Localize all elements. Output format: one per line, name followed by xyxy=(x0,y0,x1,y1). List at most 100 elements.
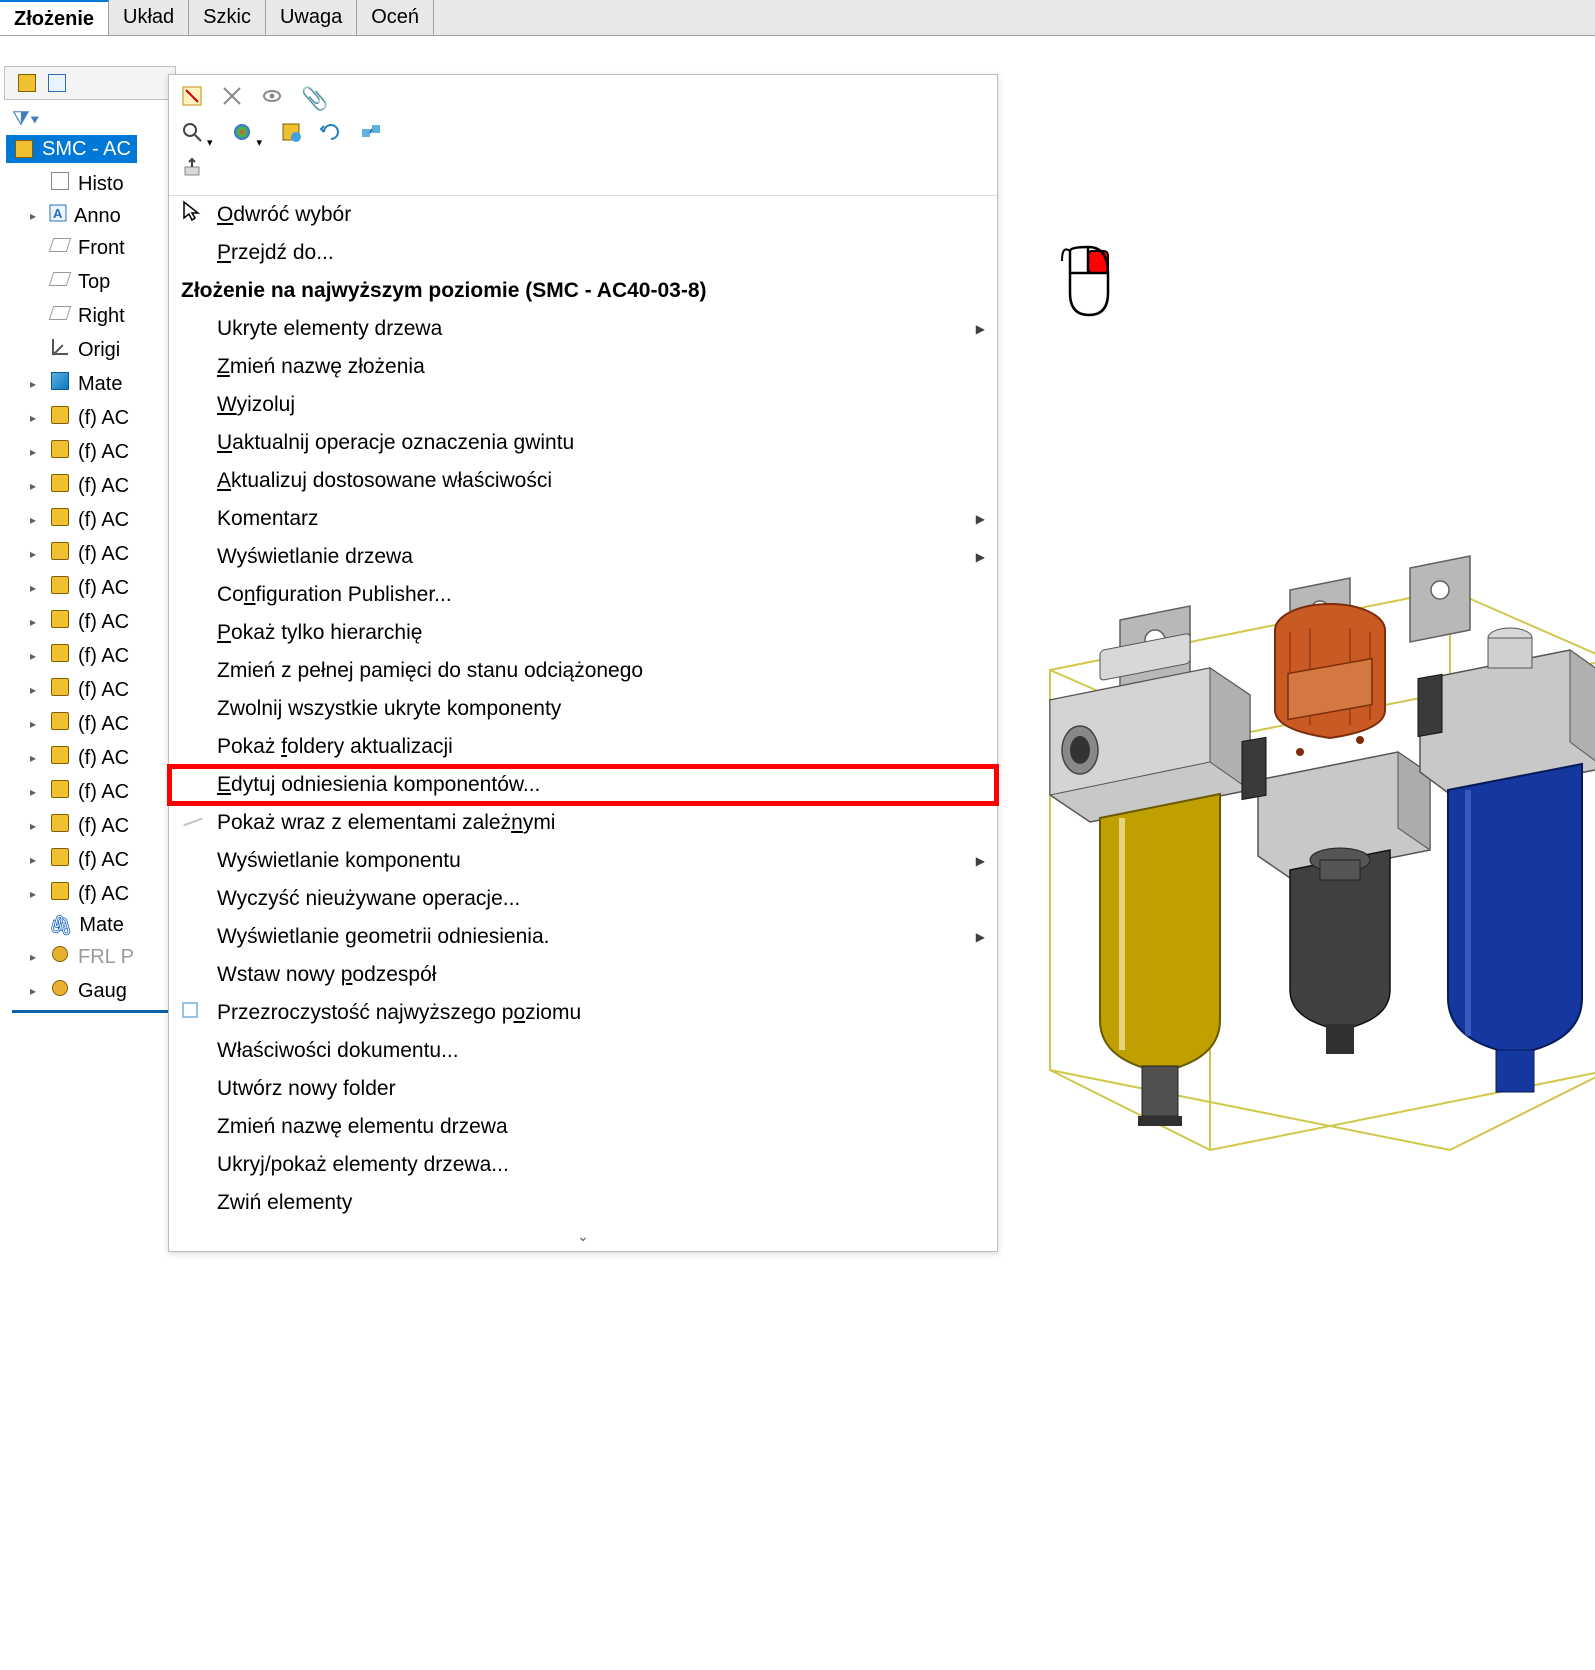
tree-item[interactable]: ▸(f) AC xyxy=(6,775,180,809)
context-item[interactable]: Wyizoluj xyxy=(169,386,997,424)
expand-icon[interactable]: ▸ xyxy=(30,950,42,964)
context-item[interactable]: Przezroczystość najwyższego poziomu xyxy=(169,994,997,1032)
tree-item[interactable]: ▸(f) AC xyxy=(6,843,180,877)
tree-root[interactable]: SMC - AC xyxy=(6,135,137,163)
tree-item[interactable]: Origi xyxy=(6,333,180,367)
context-expand[interactable]: ⌄ xyxy=(169,1222,997,1251)
context-menu: 📎 ▾ ▾ Odwróć wybór Przejdź do... Złożeni… xyxy=(168,74,998,1252)
context-item[interactable]: Pokaż wraz z elementami zależnymi xyxy=(169,804,997,842)
tree-item-icon xyxy=(48,879,72,909)
context-item[interactable]: Pokaż foldery aktualizacji xyxy=(169,728,997,766)
context-item[interactable]: Zmień nazwę złożenia xyxy=(169,348,997,386)
context-item[interactable]: Wyczyść nieużywane operacje... xyxy=(169,880,997,918)
tree-item[interactable]: ▸Mate xyxy=(6,367,180,401)
tree-item[interactable]: ▸ (f) AC xyxy=(6,469,180,503)
expand-icon[interactable]: ▸ xyxy=(30,649,42,663)
expand-icon[interactable]: ▸ xyxy=(30,853,42,867)
feature-tree-tab-icon[interactable] xyxy=(15,71,39,95)
context-item-goto[interactable]: Przejdź do... xyxy=(169,234,997,272)
expand-icon[interactable]: ▸ xyxy=(30,479,42,493)
expand-icon[interactable]: ▸ xyxy=(30,513,42,527)
graphics-viewport[interactable] xyxy=(990,550,1595,1310)
toolbar-icon[interactable] xyxy=(360,121,382,149)
expand-icon[interactable]: ▸ xyxy=(30,377,42,391)
context-item[interactable]: Wyświetlanie geometrii odniesienia.▶ xyxy=(169,918,997,956)
tab-annotation[interactable]: Uwaga xyxy=(266,0,357,35)
tree-item[interactable]: ▸(f) AC xyxy=(6,639,180,673)
context-item[interactable]: Wstaw nowy podzespół xyxy=(169,956,997,994)
tree-item-icon xyxy=(48,403,72,433)
context-item-label: Wstaw nowy podzespół xyxy=(217,963,436,987)
toolbar-icon[interactable] xyxy=(261,85,283,113)
context-item[interactable]: Właściwości dokumentu... xyxy=(169,1032,997,1070)
tree-item[interactable]: ▸(f) AC xyxy=(6,809,180,843)
context-item[interactable]: Wyświetlanie drzewa▶ xyxy=(169,538,997,576)
tree-item[interactable]: ▸(f) AC xyxy=(6,435,180,469)
tree-item[interactable]: Front xyxy=(6,231,180,265)
context-item[interactable]: Zmień nazwę elementu drzewa xyxy=(169,1108,997,1146)
property-tab-icon[interactable] xyxy=(45,71,69,95)
context-item[interactable]: Ukryte elementy drzewa▶ xyxy=(169,310,997,348)
tab-assembly[interactable]: Złożenie xyxy=(0,0,109,35)
tree-item[interactable]: ▸AAnno xyxy=(6,201,180,231)
expand-icon[interactable]: ▸ xyxy=(30,209,42,223)
tree-item[interactable]: ▸(f) AC xyxy=(6,877,180,911)
context-item[interactable]: Aktualizuj dostosowane właściwości xyxy=(169,462,997,500)
tab-layout[interactable]: Układ xyxy=(109,0,189,35)
context-item[interactable]: Ukryj/pokaż elementy drzewa... xyxy=(169,1146,997,1184)
tree-item[interactable]: ▸(f) AC xyxy=(6,605,180,639)
context-item[interactable]: Wyświetlanie komponentu▶ xyxy=(169,842,997,880)
expand-icon[interactable]: ▸ xyxy=(30,785,42,799)
context-item[interactable]: Edytuj odniesienia komponentów... xyxy=(169,766,997,804)
toolbar-icon-appearance[interactable]: ▾ xyxy=(231,121,263,149)
tree-item[interactable]: ▸(f) AC xyxy=(6,707,180,741)
expand-icon[interactable]: ▸ xyxy=(30,581,42,595)
toolbar-icon[interactable] xyxy=(320,121,342,149)
tab-sketch[interactable]: Szkic xyxy=(189,0,266,35)
tree-item[interactable]: ▸FRL P xyxy=(6,940,180,974)
context-item-invert-selection[interactable]: Odwróć wybór xyxy=(169,196,997,234)
tree-item[interactable]: ▸(f) AC xyxy=(6,537,180,571)
toolbar-icon[interactable] xyxy=(181,157,203,185)
tree-item[interactable]: Top xyxy=(6,265,180,299)
context-item[interactable]: Configuration Publisher... xyxy=(169,576,997,614)
context-item[interactable]: Komentarz▶ xyxy=(169,500,997,538)
tree-item-label: (f) AC xyxy=(78,475,129,498)
tree-item[interactable]: ▸(f) AC xyxy=(6,401,180,435)
toolbar-icon-attach[interactable]: 📎 xyxy=(301,86,328,112)
context-item[interactable]: Zmień z pełnej pamięci do stanu odciążon… xyxy=(169,652,997,690)
expand-icon[interactable]: ▸ xyxy=(30,411,42,425)
context-item-label: Zmień nazwę złożenia xyxy=(217,355,425,379)
expand-icon[interactable]: ▸ xyxy=(30,819,42,833)
expand-icon[interactable]: ▸ xyxy=(30,717,42,731)
expand-icon[interactable]: ▸ xyxy=(30,547,42,561)
toolbar-icon[interactable] xyxy=(280,121,302,149)
context-item[interactable]: Zwolnij wszystkie ukryte komponenty xyxy=(169,690,997,728)
context-item[interactable]: Uaktualnij operacje oznaczenia gwintu xyxy=(169,424,997,462)
expand-icon[interactable]: ▸ xyxy=(30,683,42,697)
context-item[interactable]: Utwórz nowy folder xyxy=(169,1070,997,1108)
expand-icon[interactable]: ▸ xyxy=(30,887,42,901)
expand-icon[interactable]: ▸ xyxy=(30,751,42,765)
tree-item[interactable]: ▸(f) AC xyxy=(6,503,180,537)
context-item[interactable]: Zwiń elementy xyxy=(169,1184,997,1222)
toolbar-icon[interactable] xyxy=(181,85,203,113)
tree-underline xyxy=(12,1010,174,1013)
context-item[interactable]: Pokaż tylko hierarchię xyxy=(169,614,997,652)
tree-item[interactable]: Histo xyxy=(6,167,180,201)
filter-icon[interactable]: ⧩▾ xyxy=(12,108,40,130)
tree-item[interactable]: ▸(f) AC xyxy=(6,741,180,775)
tree-item-label: Front xyxy=(78,237,125,260)
tree-item[interactable]: ▸Gaug xyxy=(6,974,180,1008)
expand-icon[interactable]: ▸ xyxy=(30,984,42,998)
tree-item[interactable]: ▸(f) AC xyxy=(6,571,180,605)
context-item-label: Utwórz nowy folder xyxy=(217,1077,396,1101)
tree-item[interactable]: ▸(f) AC xyxy=(6,673,180,707)
toolbar-icon-zoom[interactable]: ▾ xyxy=(181,121,213,149)
expand-icon[interactable]: ▸ xyxy=(30,615,42,629)
tree-item[interactable]: Right xyxy=(6,299,180,333)
tree-item[interactable]: 🖇Mate xyxy=(6,911,180,940)
toolbar-icon[interactable] xyxy=(221,85,243,113)
tab-evaluate[interactable]: Oceń xyxy=(357,0,434,35)
expand-icon[interactable]: ▸ xyxy=(30,445,42,459)
